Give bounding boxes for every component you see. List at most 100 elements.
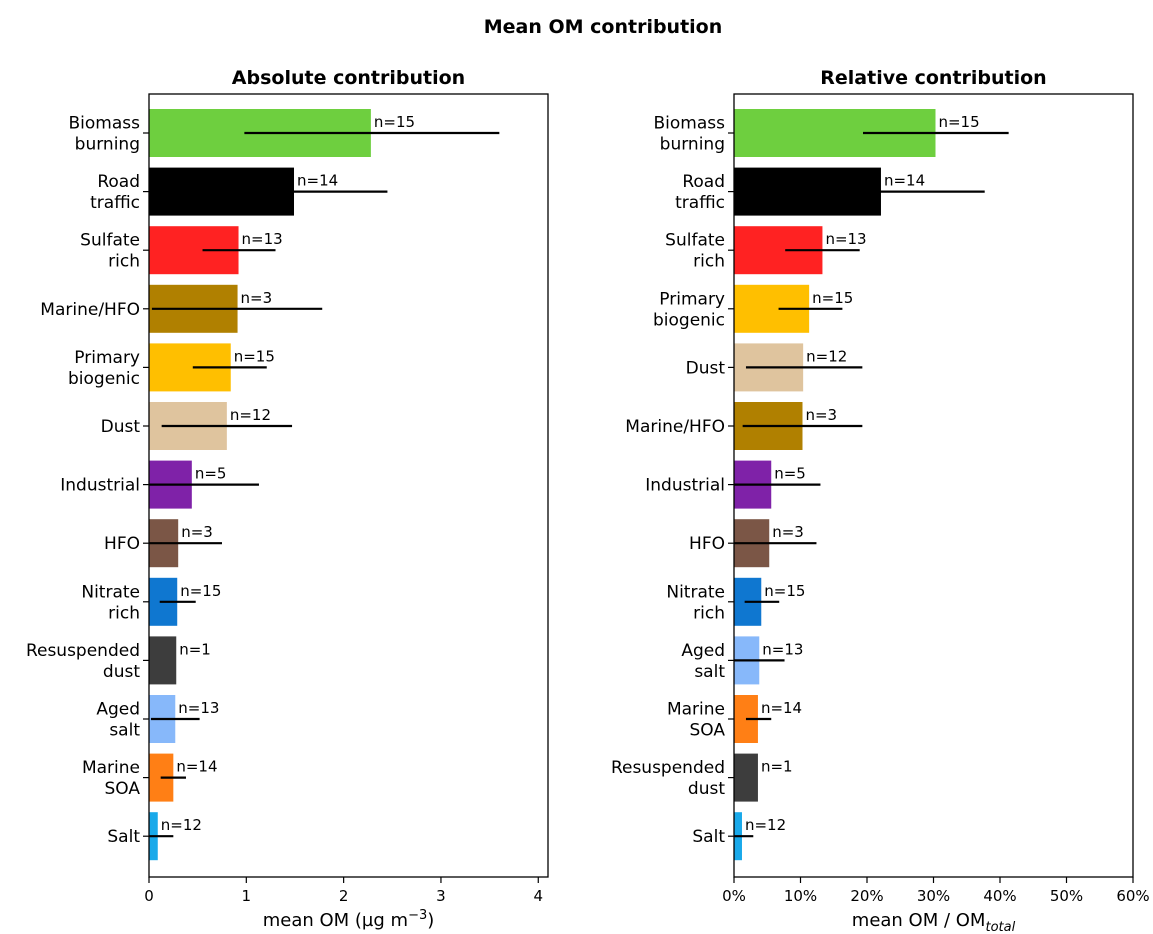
x-tick-label: 10% [784, 887, 817, 905]
count-label-marine-hfo: n=3 [241, 289, 273, 307]
category-label-aged-salt: Aged salt [96, 700, 140, 741]
x-tick-label: 0% [722, 887, 746, 905]
category-label-line: rich [108, 603, 140, 623]
count-label-industrial: n=5 [774, 465, 806, 483]
category-label-line: traffic [90, 193, 140, 213]
category-label-line: Sulfate [665, 231, 725, 251]
category-label-line: rich [693, 603, 725, 623]
category-label-dust: Dust [101, 417, 141, 437]
count-label-dust: n=12 [230, 406, 271, 424]
x-axis-label-superscript: −3 [408, 908, 427, 923]
category-label-line: Dust [686, 358, 726, 378]
x-tick-label: 20% [850, 887, 883, 905]
category-label-line: Marine [82, 758, 140, 778]
x-tick-label: 1 [242, 887, 252, 905]
category-label-line: rich [108, 252, 140, 272]
category-label-line: salt [109, 721, 140, 741]
category-label-line: Marine/HFO [40, 300, 140, 320]
category-label-line: Dust [101, 417, 141, 437]
category-label-biomass-burning: Biomass burning [69, 114, 141, 155]
category-label-line: Aged [96, 700, 140, 720]
x-tick-label: 30% [917, 887, 950, 905]
category-label-line: burning [660, 135, 725, 155]
category-label-line: HFO [689, 534, 725, 554]
x-tick-label: 60% [1116, 887, 1149, 905]
category-label-line: salt [694, 662, 725, 682]
category-label-road-traffic: Road traffic [675, 172, 725, 213]
category-label-line: dust [688, 779, 725, 799]
category-label-line: Marine [667, 700, 725, 720]
category-label-salt: Salt [107, 827, 140, 847]
category-label-line: traffic [675, 193, 725, 213]
category-label-line: rich [693, 252, 725, 272]
category-label-line: HFO [104, 534, 140, 554]
count-label-salt: n=12 [161, 816, 202, 834]
category-label-line: Aged [681, 641, 725, 661]
category-label-line: SOA [104, 779, 140, 799]
category-label-line: biogenic [68, 369, 140, 389]
count-label-aged-salt: n=13 [178, 699, 219, 717]
category-label-line: Resuspended [611, 758, 725, 778]
x-tick-label: 50% [1050, 887, 1083, 905]
count-label-primary-biogenic: n=15 [812, 289, 853, 307]
category-label-marine-soa: Marine SOA [667, 700, 725, 741]
category-label-salt: Salt [692, 827, 725, 847]
count-label-resuspended-dust: n=1 [179, 640, 211, 658]
category-label-line: dust [103, 662, 140, 682]
category-label-line: Industrial [60, 476, 140, 496]
absolute-contribution-panel: Absolute contribution n=15 Biomass burning n… [26, 67, 549, 931]
category-label-line: SOA [689, 721, 725, 741]
category-label-nitrate-rich: Nitrate rich [666, 582, 725, 623]
category-label-line: Primary [74, 348, 140, 368]
count-label-resuspended-dust: n=1 [761, 758, 793, 776]
count-label-nitrate-rich: n=15 [764, 582, 805, 600]
category-label-line: Biomass [69, 114, 141, 134]
count-label-sulfate-rich: n=13 [242, 230, 283, 248]
count-label-road-traffic: n=14 [297, 172, 338, 190]
x-axis-label-subscript: total [985, 920, 1015, 934]
category-label-biomass-burning: Biomass burning [654, 114, 726, 155]
count-label-nitrate-rich: n=15 [180, 582, 221, 600]
x-axis-label-main: mean OM / OM [852, 910, 986, 931]
category-label-line: Nitrate [666, 582, 725, 602]
relative-contribution-panel: Relative contribution n=15 Biomass burning n… [611, 67, 1150, 934]
category-label-line: Industrial [645, 476, 725, 496]
axes-frame [148, 93, 549, 878]
figure-title: Mean OM contribution [484, 16, 723, 38]
category-label-line: biogenic [653, 310, 725, 330]
category-label-marine-hfo: Marine/HFO [40, 300, 140, 320]
x-axis-label: mean OM (µg m−3) [263, 908, 435, 931]
category-label-line: burning [75, 135, 140, 155]
count-label-hfo: n=3 [772, 523, 804, 541]
count-label-dust: n=12 [806, 347, 847, 365]
count-label-marine-hfo: n=3 [805, 406, 837, 424]
category-label-nitrate-rich: Nitrate rich [81, 582, 140, 623]
count-label-biomass-burning: n=15 [374, 113, 415, 131]
x-tick-label: 4 [533, 887, 543, 905]
panel-title: Absolute contribution [232, 67, 465, 89]
count-label-hfo: n=3 [181, 523, 213, 541]
count-label-road-traffic: n=14 [884, 172, 925, 190]
category-label-line: Salt [107, 827, 140, 847]
count-label-biomass-burning: n=15 [938, 113, 979, 131]
category-label-marine-hfo: Marine/HFO [625, 417, 725, 437]
category-label-road-traffic: Road traffic [90, 172, 140, 213]
category-label-line: Road [682, 172, 725, 192]
category-label-aged-salt: Aged salt [681, 641, 725, 682]
x-axis-label: mean OM / OMtotal [852, 910, 1016, 934]
category-label-hfo: HFO [104, 534, 140, 554]
category-label-line: Marine/HFO [625, 417, 725, 437]
category-label-sulfate-rich: Sulfate rich [665, 231, 725, 272]
category-label-resuspended-dust: Resuspended dust [26, 641, 140, 682]
count-label-primary-biogenic: n=15 [234, 347, 275, 365]
category-label-line: Road [97, 172, 140, 192]
count-label-marine-soa: n=14 [176, 758, 217, 776]
category-label-primary-biogenic: Primary biogenic [68, 348, 140, 389]
count-label-salt: n=12 [745, 816, 786, 834]
x-axis-label-main: mean OM (µg m [263, 910, 408, 931]
x-axis-label-end: ) [427, 910, 434, 931]
category-label-sulfate-rich: Sulfate rich [80, 231, 140, 272]
count-label-aged-salt: n=13 [762, 640, 803, 658]
category-label-line: Salt [692, 827, 725, 847]
